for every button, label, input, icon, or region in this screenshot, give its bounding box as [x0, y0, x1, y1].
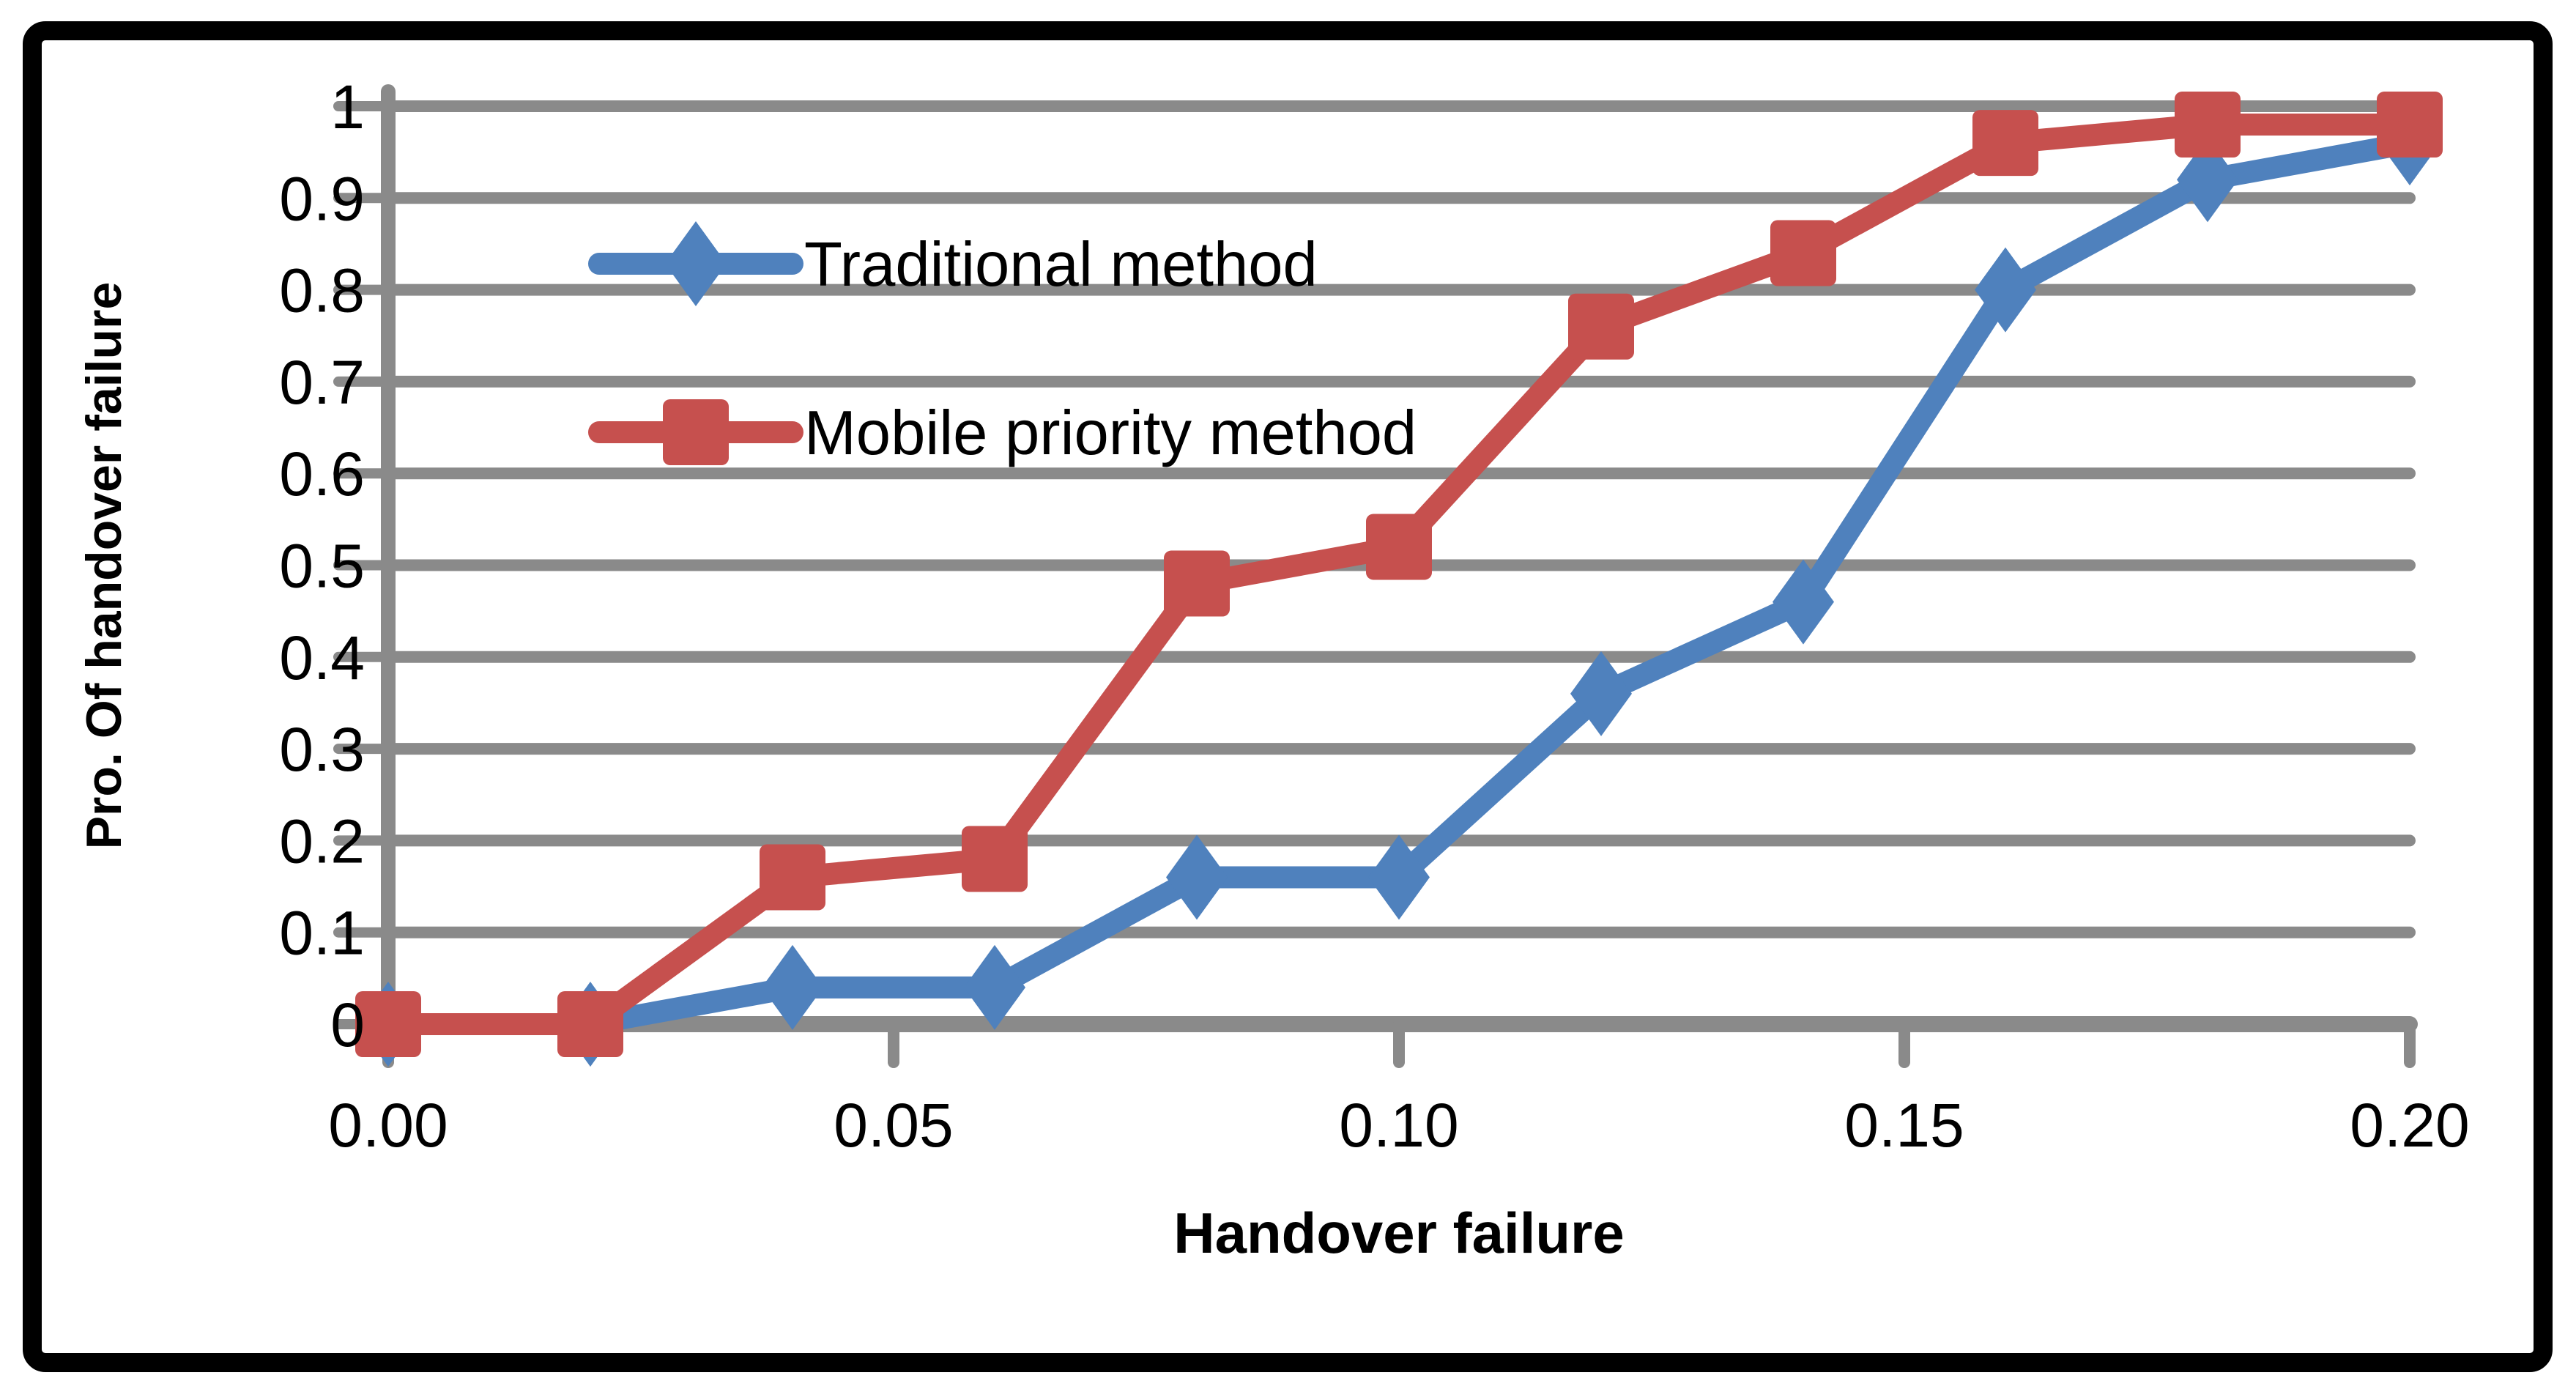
y-tick-label-0.8: 0.8 — [279, 256, 365, 325]
marker-traditional-method-x0.04 — [762, 944, 823, 1030]
y-tick-label-0.9: 0.9 — [279, 164, 365, 233]
marker-mobile-priority-method-x0.04 — [760, 844, 825, 911]
y-tick-label-1: 1 — [330, 73, 365, 141]
y-axis-title: Pro. Of handover failure — [76, 282, 132, 850]
marker-traditional-method-x0.1 — [1368, 834, 1430, 920]
y-tick-label-0.4: 0.4 — [279, 623, 365, 692]
marker-traditional-method-x0.08 — [1166, 834, 1228, 920]
y-tick-label-0.2: 0.2 — [279, 807, 365, 875]
y-tick-label-0.6: 0.6 — [279, 440, 365, 508]
marker-mobile-priority-method-x0.12 — [1568, 293, 1634, 360]
series-layer — [355, 92, 2443, 1067]
marker-mobile-priority-method-x0.16 — [1972, 110, 2038, 177]
marker-mobile-priority-method-x0.18 — [2175, 92, 2241, 158]
marker-mobile-priority-method-x0.1 — [1366, 514, 1432, 580]
x-axis-title: Handover failure — [1173, 1201, 1625, 1265]
marker-mobile-priority-method-x0 — [355, 991, 421, 1057]
y-tick-label-0.3: 0.3 — [279, 715, 365, 784]
x-tick-label-0.15: 0.15 — [1844, 1091, 1964, 1160]
x-tick-label-0.00: 0.00 — [328, 1091, 448, 1160]
marker-mobile-priority-method-x0.06 — [962, 826, 1028, 892]
y-tick-label-0.1: 0.1 — [279, 899, 365, 968]
x-tick-label-0.10: 0.10 — [1339, 1091, 1459, 1160]
legend-marker-traditional-method — [665, 221, 727, 306]
marker-traditional-method-x0.14 — [1773, 559, 1834, 645]
marker-traditional-method-x0.06 — [964, 944, 1025, 1030]
marker-mobile-priority-method-x0.2 — [2377, 92, 2443, 158]
legend-marker-mobile-priority-method — [663, 399, 729, 465]
y-tick-label-0.7: 0.7 — [279, 348, 365, 417]
legend — [588, 221, 803, 465]
marker-mobile-priority-method-x0.08 — [1164, 550, 1230, 617]
marker-mobile-priority-method-x0.02 — [557, 991, 623, 1057]
marker-traditional-method-x0.18 — [2177, 137, 2238, 223]
y-tick-label-0.5: 0.5 — [279, 532, 365, 601]
x-tick-label-0.20: 0.20 — [2350, 1091, 2470, 1160]
tick-label-layer: 0 0.1 0.2 0.3 0.4 0.5 0.6 0.7 0.8 0.9 1 0.00 0.05 0.1… — [279, 73, 2470, 1160]
y-tick-label-0: 0 — [330, 990, 365, 1059]
marker-mobile-priority-method-x0.14 — [1770, 220, 1836, 286]
marker-traditional-method-x0.16 — [1975, 247, 2036, 333]
marker-traditional-method-x0.12 — [1570, 651, 1632, 736]
legend-label-traditional-method: Traditional method — [804, 230, 1318, 300]
figure-border-frame — [23, 21, 2553, 1372]
x-tick-label-0.05: 0.05 — [834, 1091, 954, 1160]
legend-label-mobile-priority-method: Mobile priority method — [804, 399, 1417, 468]
